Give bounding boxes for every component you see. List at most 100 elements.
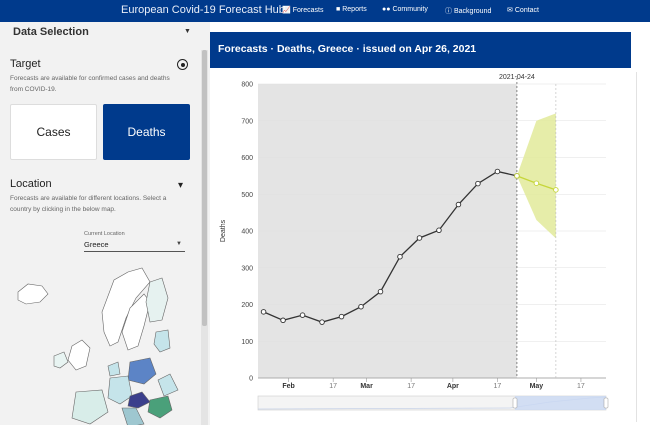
x-tick-label: Apr [447, 383, 459, 390]
divider [636, 72, 637, 422]
target-heading: Target [10, 58, 41, 70]
nav-contact[interactable]: ✉ Contact [507, 6, 539, 15]
y-tick-label: 500 [241, 192, 253, 199]
navigator-selection [515, 396, 606, 410]
y-tick-label: 600 [241, 155, 253, 162]
map-norway[interactable] [101, 267, 151, 347]
forecast-date-label: 2021-04-24 [499, 74, 535, 81]
sidebar-scroll-thumb[interactable] [202, 50, 207, 326]
map-germany[interactable] [107, 375, 133, 405]
deaths-button[interactable]: Deaths [103, 104, 190, 160]
x-tick-label: 17 [494, 383, 502, 390]
europe-map[interactable] [10, 262, 200, 425]
map-poland[interactable] [127, 357, 157, 385]
main-panel: Forecasts · Deaths, Greece · issued on A… [210, 22, 650, 425]
x-tick-label: 17 [329, 383, 337, 390]
observed-point [319, 319, 325, 325]
chart-header: Forecasts · Deaths, Greece · issued on A… [210, 32, 631, 68]
nav-background[interactable]: ⓘ Background [445, 6, 491, 16]
nav-contact-label: Contact [514, 6, 539, 14]
nav-forecasts[interactable]: 📈 Forecasts [282, 6, 324, 15]
sidebar-scrollbar[interactable] [201, 50, 208, 425]
nav-reports-label: Reports [342, 6, 367, 13]
target-description: Forecasts are available for confirmed ca… [10, 75, 170, 93]
x-tick-label: 17 [407, 383, 415, 390]
map-uk[interactable] [67, 339, 91, 371]
chart-icon: 📈 [282, 7, 291, 14]
deaths-button-label: Deaths [127, 125, 166, 139]
caret-down-icon: ▼ [176, 241, 182, 247]
y-tick-label: 700 [241, 118, 253, 125]
y-tick-label: 0 [249, 376, 253, 383]
envelope-icon: ✉ [507, 7, 513, 14]
observed-point [260, 309, 267, 315]
navigator-handle-right [603, 397, 609, 409]
chart-title: Forecasts · Deaths, Greece · issued on A… [218, 43, 477, 55]
observed-point [475, 180, 481, 187]
y-tick-label: 400 [241, 229, 253, 236]
forecast-points [514, 173, 559, 193]
y-axis-label: Deaths [220, 219, 227, 242]
x-axis: Feb 17 Mar 17 Apr 17 May 17 [282, 378, 585, 390]
observed-point [377, 288, 384, 295]
y-tick-label: 200 [241, 302, 253, 309]
location-select[interactable]: Greece ▼ [84, 238, 185, 252]
sidebar: Data Selection ▼ Target Forecasts are av… [0, 22, 210, 425]
map-france[interactable] [71, 389, 109, 425]
nav-forecasts-label: Forecasts [292, 6, 324, 14]
observed-point [299, 312, 306, 318]
chevron-down-icon[interactable]: ▼ [184, 28, 191, 35]
location-heading: Location [10, 178, 52, 190]
y-tick-label: 300 [241, 265, 253, 272]
document-icon: ■ [336, 6, 341, 13]
x-tick-label: May [530, 383, 544, 390]
y-axis: 0 100 200 300 400 500 600 700 800 [241, 82, 253, 383]
observed-point [397, 253, 403, 260]
location-select-label: Current Location [84, 231, 125, 237]
observed-point [455, 201, 462, 208]
map-iceland[interactable] [17, 283, 49, 305]
observed-point [280, 317, 286, 324]
map-denmark[interactable] [107, 361, 121, 377]
target-icon [177, 59, 188, 70]
x-tick-label: 17 [577, 383, 585, 390]
cases-button-label: Cases [36, 125, 71, 139]
observed-point [416, 235, 423, 241]
map-belarus[interactable] [157, 373, 179, 397]
users-icon: ●● [382, 6, 391, 13]
map-italy[interactable] [121, 407, 145, 425]
map-czechia[interactable] [127, 391, 151, 409]
y-tick-label: 800 [241, 82, 253, 89]
range-navigator[interactable] [257, 395, 609, 411]
y-tick-label: 100 [241, 339, 253, 346]
observed-series-line [263, 170, 518, 323]
map-finland[interactable] [145, 277, 169, 323]
nav-reports[interactable]: ■ Reports [336, 6, 367, 13]
map-pin-icon: ▾ [178, 180, 184, 191]
map-baltics[interactable] [153, 329, 171, 353]
forecast-point [514, 173, 520, 179]
observed-point [436, 227, 442, 234]
location-select-value: Greece [84, 240, 109, 249]
map-sweden[interactable] [121, 293, 151, 351]
cases-button[interactable]: Cases [10, 104, 97, 160]
forecast-chart[interactable]: 0 100 200 300 400 500 600 700 800 Feb 17 Mar 17 Apr 1… [210, 22, 650, 425]
nav-community[interactable]: ●● Community [382, 6, 428, 13]
nav-community-label: Community [392, 6, 428, 13]
observed-point [338, 313, 345, 320]
forecast-interval-band [516, 113, 556, 239]
location-description: Forecasts are available for different lo… [10, 195, 167, 213]
forecast-point [553, 187, 559, 193]
sidebar-title[interactable]: Data Selection [13, 26, 89, 38]
navigator-handle-left [512, 397, 518, 409]
top-navbar: European Covid-19 Forecast Hub 📈 Forecas… [0, 0, 650, 22]
info-icon: ⓘ [445, 8, 452, 15]
observed-point [358, 303, 364, 310]
x-tick-label: Feb [282, 383, 294, 390]
forecast-point [533, 180, 540, 186]
map-ireland[interactable] [53, 351, 69, 369]
brand-title[interactable]: European Covid-19 Forecast Hub [121, 4, 285, 16]
map-romania[interactable] [147, 395, 173, 419]
x-tick-label: Mar [360, 383, 373, 390]
nav-background-label: Background [454, 7, 492, 15]
